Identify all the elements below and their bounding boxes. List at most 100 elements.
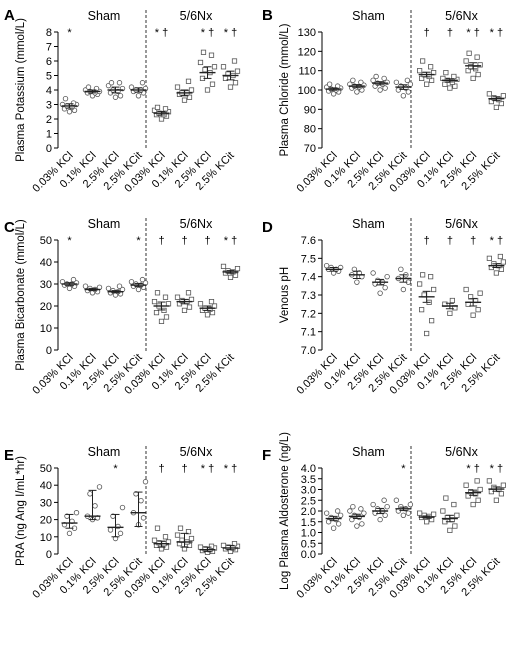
y-tick-label: 40 <box>40 480 52 492</box>
y-tick-label: 0.0 <box>301 549 316 561</box>
significance-marker: * † <box>201 27 214 39</box>
significance-marker: * † <box>490 27 503 39</box>
data-point <box>108 80 115 86</box>
significance-marker: † <box>424 27 430 39</box>
data-point <box>443 495 449 501</box>
data-point <box>382 284 388 291</box>
group-label-56nx: 5/6Nx <box>445 445 478 459</box>
data-point <box>431 286 437 293</box>
y-tick-label: 20 <box>40 301 52 313</box>
data-point <box>231 58 238 64</box>
group-label-sham: Sham <box>88 9 121 23</box>
data-point <box>477 486 483 493</box>
data-point <box>354 279 360 285</box>
data-point <box>232 80 239 86</box>
data-point <box>66 530 73 537</box>
data-point <box>428 64 434 70</box>
data-point <box>447 310 453 316</box>
data-point <box>154 104 161 110</box>
y-tick-label: 1 <box>46 129 52 141</box>
data-point <box>208 298 215 305</box>
data-point <box>400 93 407 99</box>
data-point <box>477 62 483 68</box>
significance-marker: † <box>470 235 476 247</box>
data-point <box>181 97 188 103</box>
data-point <box>174 532 181 538</box>
data-point <box>475 71 481 78</box>
data-point <box>70 276 77 283</box>
panel-label: D <box>262 219 273 236</box>
data-point <box>188 535 195 542</box>
data-point <box>326 81 333 87</box>
data-point <box>96 484 103 490</box>
data-point <box>493 497 499 503</box>
data-point <box>497 253 503 260</box>
y-tick-label: 7.5 <box>301 253 316 265</box>
data-point <box>181 307 188 314</box>
y-tick-label: 3.5 <box>301 474 316 486</box>
data-point <box>92 503 98 509</box>
data-point <box>208 52 215 58</box>
data-point <box>153 309 160 316</box>
group-label-56nx: 5/6Nx <box>180 445 213 459</box>
data-point <box>417 510 423 516</box>
data-point <box>428 274 434 280</box>
significance-marker: † <box>204 235 210 247</box>
data-point <box>66 109 73 115</box>
y-tick-label: 7.1 <box>301 327 316 339</box>
data-point <box>384 504 390 510</box>
y-tick-label: 50 <box>40 235 52 247</box>
significance-marker: † <box>158 235 164 247</box>
significance-marker: * † <box>224 27 237 39</box>
data-point <box>424 81 430 87</box>
panel-label: A <box>4 7 15 24</box>
data-point <box>440 508 446 514</box>
panel-label: B <box>262 7 273 24</box>
data-point <box>470 75 476 81</box>
data-point <box>398 266 404 273</box>
data-point <box>470 312 476 318</box>
data-point <box>407 501 414 508</box>
panel-label: C <box>4 219 15 236</box>
data-point <box>188 87 195 93</box>
data-point <box>474 478 480 484</box>
data-point <box>451 73 457 80</box>
data-point <box>463 286 469 293</box>
y-axis-label: Plasma Bicarbonate (mmol/L) <box>15 219 27 371</box>
data-point <box>197 544 204 550</box>
y-tick-label: 100 <box>298 85 316 97</box>
data-point <box>185 78 192 84</box>
data-point <box>350 504 356 510</box>
data-point <box>85 84 92 90</box>
data-point <box>382 85 388 91</box>
y-tick-label: 7.0 <box>301 345 316 357</box>
data-point <box>370 270 376 276</box>
y-tick-label: 1.0 <box>301 528 316 540</box>
data-point <box>393 79 400 85</box>
y-tick-label: 80 <box>304 124 316 136</box>
data-point <box>115 523 121 530</box>
significance-marker: * † <box>466 27 479 39</box>
y-axis-label: Plasma Chloride (mmol/L) <box>279 23 291 156</box>
data-point <box>234 68 241 74</box>
y-tick-label: 7.6 <box>301 235 316 247</box>
data-point <box>211 64 218 70</box>
significance-marker: † <box>447 235 453 247</box>
data-point <box>454 512 460 518</box>
group-label-56nx: 5/6Nx <box>445 217 478 231</box>
data-point <box>358 79 364 85</box>
data-point <box>431 511 437 517</box>
data-point <box>151 537 158 543</box>
data-point <box>381 497 387 503</box>
data-point <box>204 87 211 93</box>
data-point <box>420 272 426 278</box>
data-point <box>447 85 453 91</box>
y-tick-label: 30 <box>40 497 52 509</box>
data-point <box>486 91 492 97</box>
data-point <box>373 73 379 80</box>
group-label-sham: Sham <box>352 445 385 459</box>
significance-marker: † <box>424 235 430 247</box>
data-point <box>466 50 472 56</box>
data-point <box>119 504 126 511</box>
y-tick-label: 70 <box>304 143 316 155</box>
